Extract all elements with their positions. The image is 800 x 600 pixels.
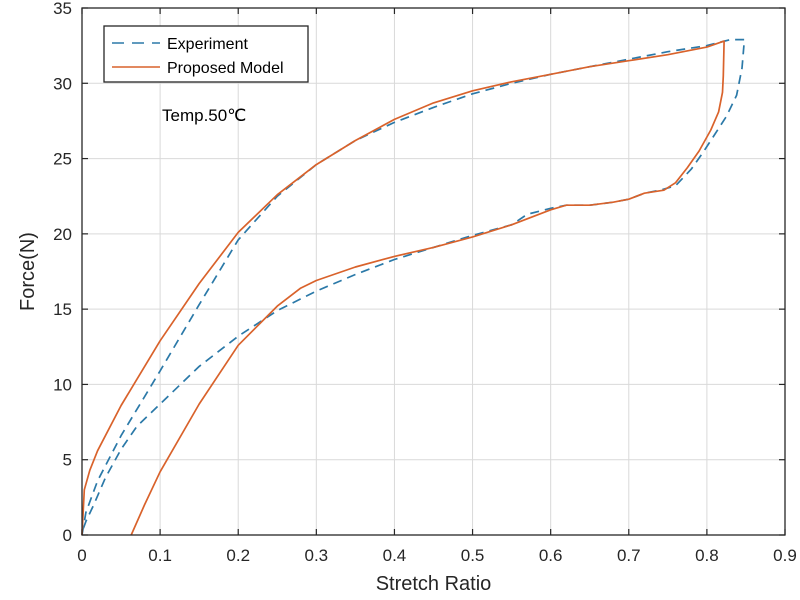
series-group (81, 38, 746, 536)
x-tick-label: 0.9 (773, 546, 797, 565)
axis-ticks (81, 7, 786, 536)
y-tick-label: 35 (53, 0, 72, 18)
grid-lines (82, 8, 785, 535)
plot-frame (81, 7, 786, 536)
x-tick-label: 0 (77, 546, 86, 565)
temperature-annotation: Temp.50℃ (162, 106, 246, 125)
series-line-proposed-model (81, 40, 725, 536)
y-tick-label: 5 (63, 451, 72, 470)
y-tick-label: 20 (53, 225, 72, 244)
y-tick-label: 0 (63, 526, 72, 545)
legend-label-proposed-model: Proposed Model (167, 60, 284, 77)
y-tick-label: 25 (53, 150, 72, 169)
x-tick-label: 0.3 (305, 546, 329, 565)
y-tick-label: 10 (53, 375, 72, 394)
legend: Experiment Proposed Model (103, 25, 309, 83)
legend-box (103, 25, 309, 83)
y-tick-label: 30 (53, 74, 72, 93)
x-tick-label: 0.8 (695, 546, 719, 565)
x-tick-label: 0.7 (617, 546, 641, 565)
x-tick-label: 0.4 (383, 546, 407, 565)
y-axis-label: Force(N) (17, 232, 39, 311)
x-tick-label: 0.5 (461, 546, 485, 565)
y-tick-labels: 0 5 10 15 20 25 30 35 (53, 0, 72, 545)
legend-label-experiment: Experiment (167, 36, 248, 53)
x-tick-labels: 0 0.1 0.2 0.3 0.4 0.5 0.6 0.7 0.8 0.9 (77, 546, 797, 565)
x-tick-label: 0.6 (539, 546, 563, 565)
y-tick-label: 15 (53, 300, 72, 319)
x-tick-label: 0.1 (148, 546, 172, 565)
x-axis-label: Stretch Ratio (376, 573, 492, 595)
x-tick-label: 0.2 (226, 546, 250, 565)
